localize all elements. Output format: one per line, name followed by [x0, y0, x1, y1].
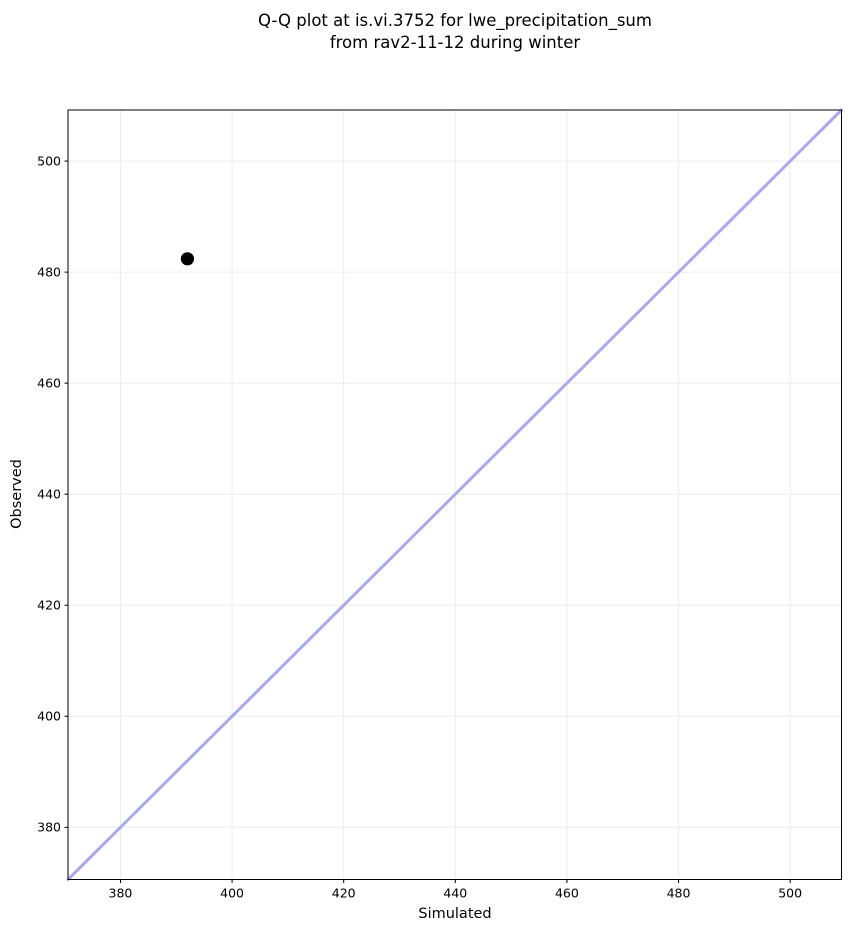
y-tick-label: 440	[37, 486, 61, 501]
y-tick-label: 400	[37, 709, 61, 724]
y-tick-label: 480	[37, 264, 61, 279]
x-tick-label: 380	[109, 886, 133, 901]
data-point	[180, 252, 195, 266]
x-tick-label: 400	[220, 886, 244, 901]
y-tick-label: 420	[37, 598, 61, 613]
x-tick-label: 500	[778, 886, 802, 901]
y-tick-label: 380	[37, 820, 61, 835]
x-tick-label: 480	[667, 886, 691, 901]
x-tick-label: 440	[443, 886, 467, 901]
chart-title: Q-Q plot at is.vi.3752 for lwe_precipita…	[258, 11, 652, 52]
x-axis-label: Simulated	[418, 906, 492, 922]
y-tick-label: 460	[37, 375, 61, 390]
x-tick-label: 460	[555, 886, 579, 901]
x-tick-label: 420	[332, 886, 356, 901]
y-tick-label: 500	[37, 153, 61, 168]
identity-line	[66, 108, 843, 881]
y-axis-label: Observed	[9, 459, 25, 529]
plot-border	[67, 109, 842, 880]
